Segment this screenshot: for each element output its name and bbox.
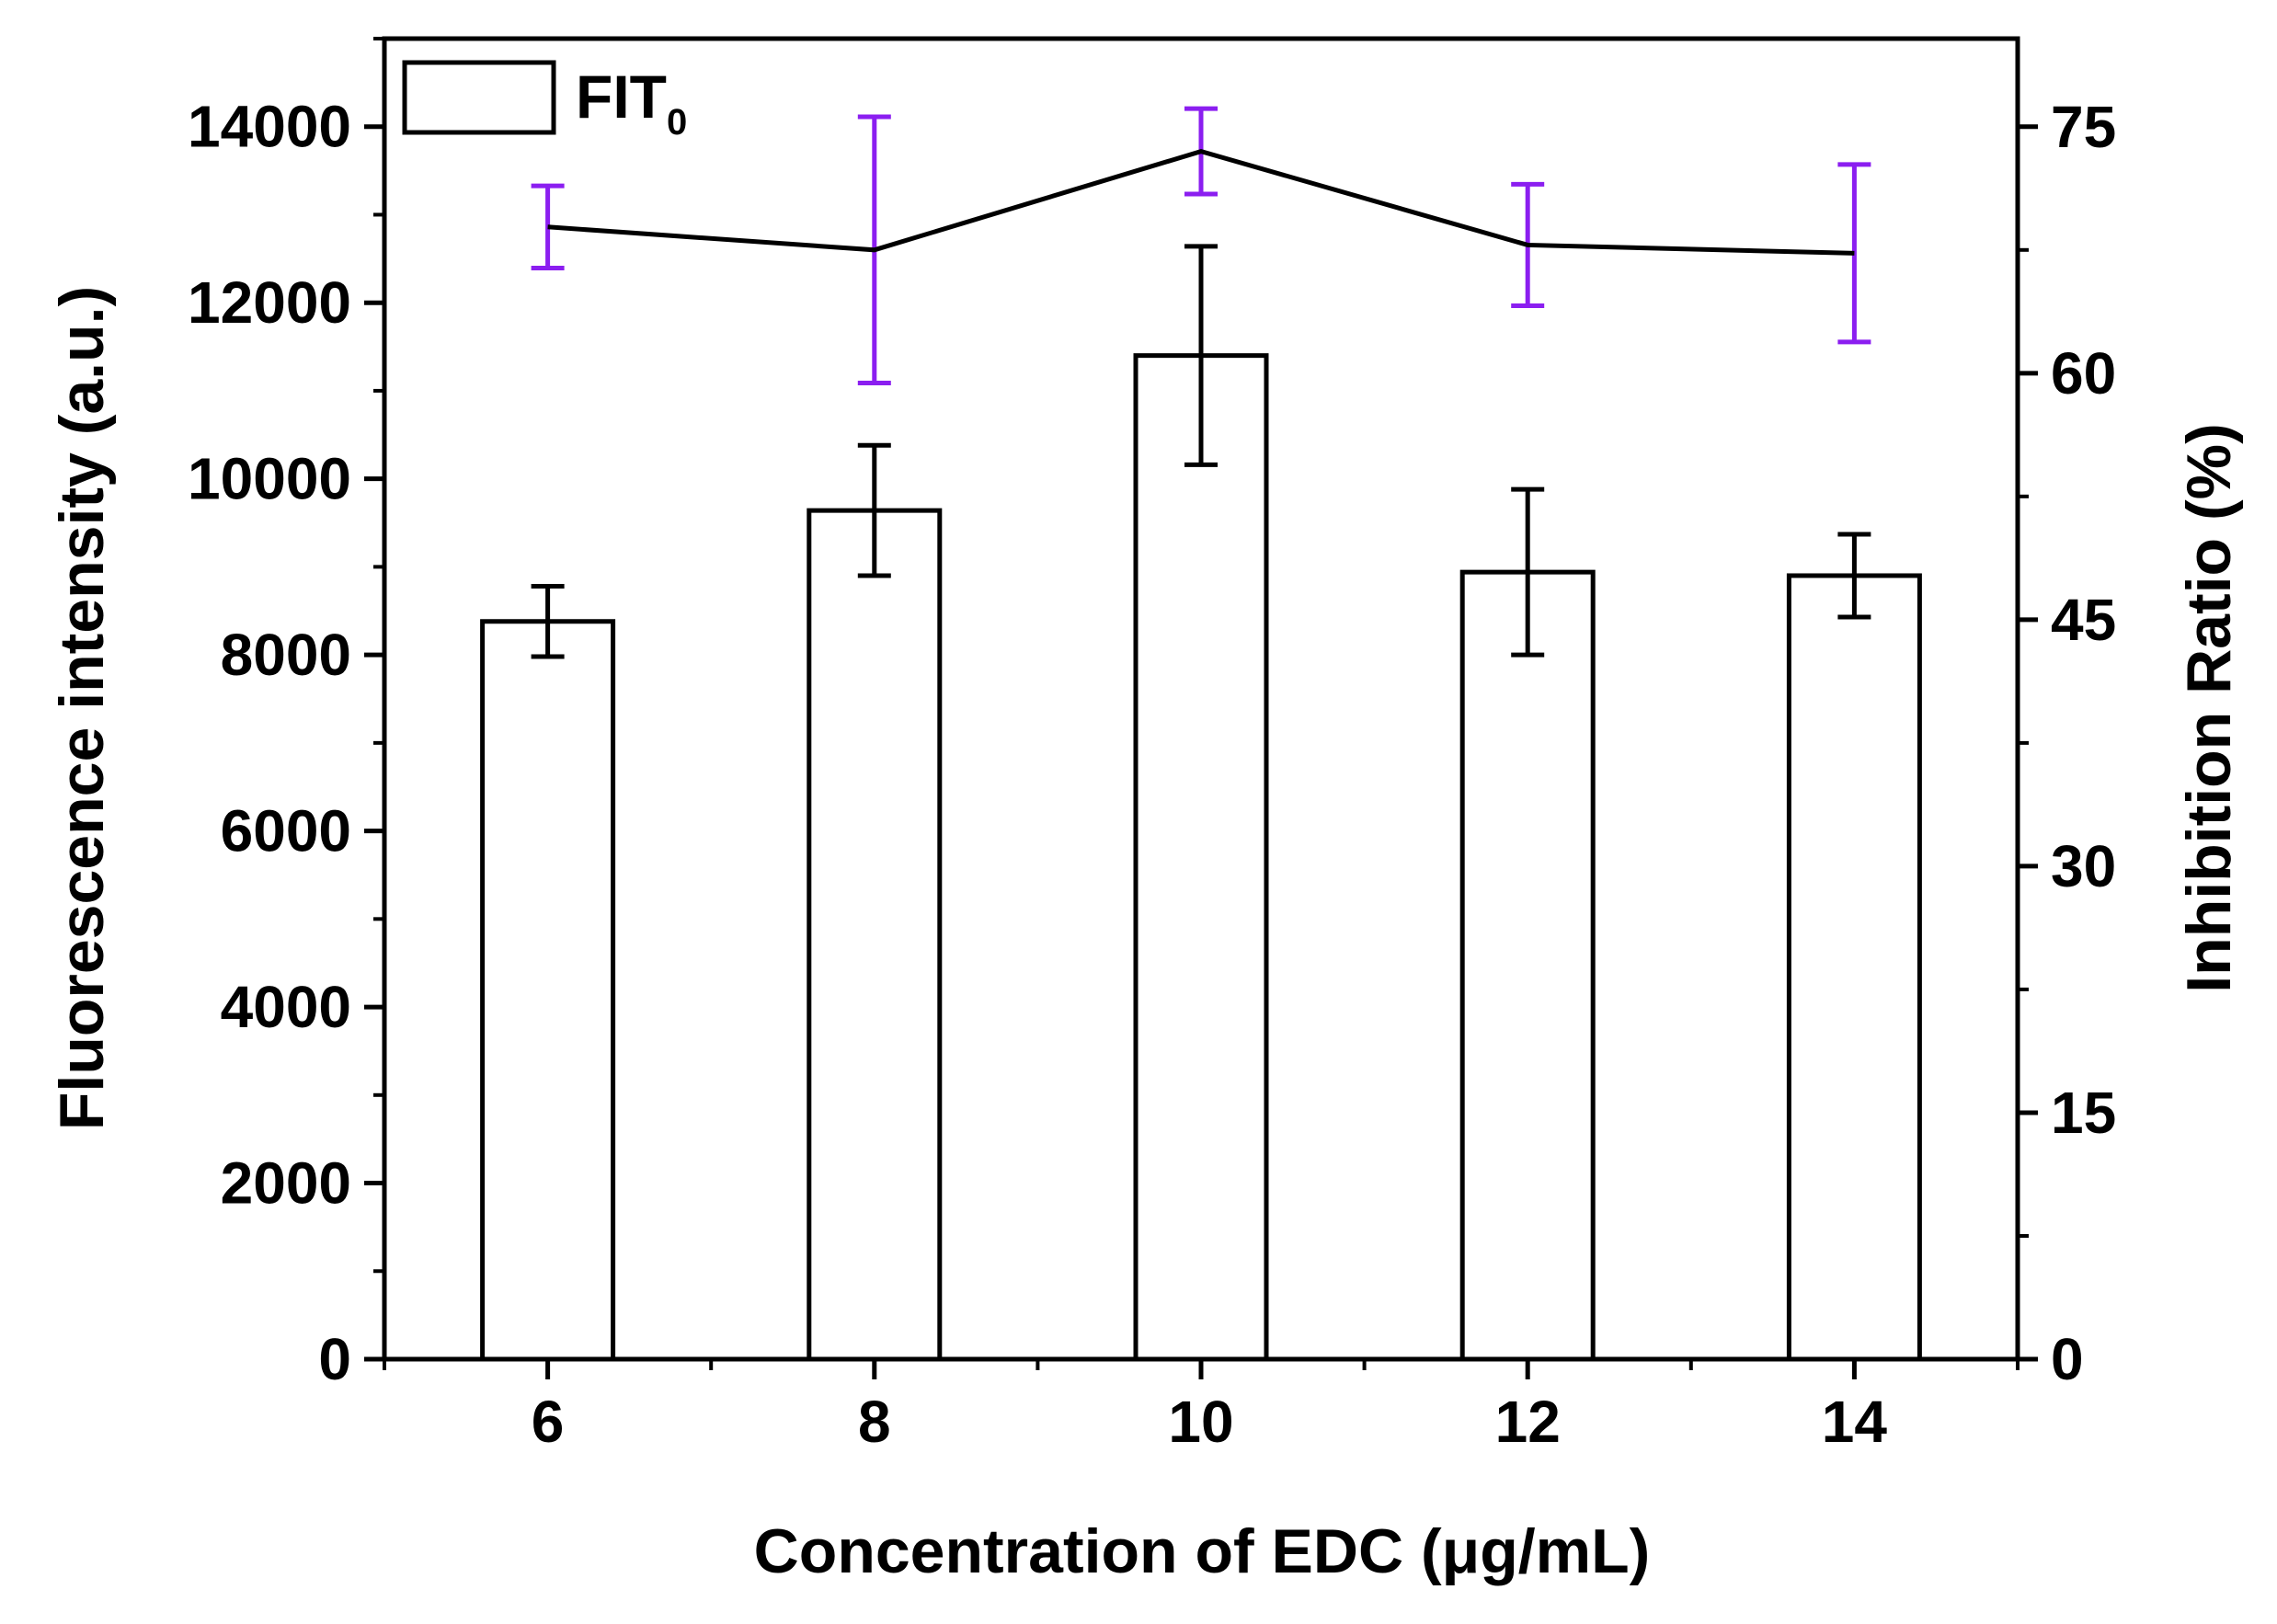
left-tick-label-12000: 12000 — [188, 269, 351, 336]
x-tick-label-12: 12 — [1495, 1389, 1561, 1455]
left-y-axis-title: Fluorescence intensity (a.u.) — [47, 286, 117, 1130]
legend-swatch — [402, 60, 556, 135]
left-tick-label-8000: 8000 — [221, 622, 351, 688]
bar-error-12 — [1511, 486, 1545, 658]
left-tick-label-0: 0 — [318, 1326, 351, 1392]
legend-label: FIT0 — [576, 63, 687, 143]
bar-10 — [1133, 353, 1269, 1362]
legend: FIT0 — [402, 60, 687, 143]
bar-12 — [1459, 569, 1596, 1362]
x-tick-label-6: 6 — [532, 1389, 565, 1455]
left-tick-label-10000: 10000 — [188, 446, 351, 512]
right-tick-label-15: 15 — [2051, 1080, 2116, 1146]
right-tick-label-30: 30 — [2051, 833, 2116, 899]
right-tick-label-75: 75 — [2051, 94, 2116, 160]
left-tick-label-2000: 2000 — [221, 1150, 351, 1217]
bar-series — [480, 353, 1922, 1362]
x-tick-label-14: 14 — [1822, 1389, 1888, 1455]
bar-14 — [1786, 573, 1922, 1362]
x-tick-label-10: 10 — [1168, 1389, 1233, 1455]
x-tick-label-8: 8 — [858, 1389, 891, 1455]
right-tick-label-60: 60 — [2051, 340, 2116, 406]
bar-6 — [480, 619, 616, 1362]
left-tick-label-6000: 6000 — [221, 798, 351, 864]
bar-error-bars — [531, 244, 1871, 659]
right-y-axis-title: Inhibition Ratio (%) — [2174, 423, 2244, 992]
bar-error-14 — [1837, 532, 1871, 620]
bar-8 — [807, 508, 943, 1362]
inhibition-ratio-line — [547, 148, 1855, 256]
bar-error-6 — [531, 583, 565, 659]
right-tick-label-45: 45 — [2051, 587, 2116, 653]
left-y-axis: 0 2000 4000 6000 8000 10000 12000 14000 — [188, 37, 384, 1392]
x-axis: 6 8 10 12 14 — [383, 1359, 2020, 1455]
right-tick-label-0: 0 — [2051, 1326, 2084, 1392]
right-y-axis: 0 15 30 45 60 75 — [2018, 94, 2116, 1392]
x-axis-title: Concentration of EDC (μg/mL) — [754, 1516, 1651, 1586]
bar-error-10 — [1184, 244, 1218, 467]
left-tick-label-4000: 4000 — [221, 974, 351, 1040]
bar-error-8 — [857, 442, 891, 578]
left-tick-label-14000: 14000 — [188, 94, 351, 160]
